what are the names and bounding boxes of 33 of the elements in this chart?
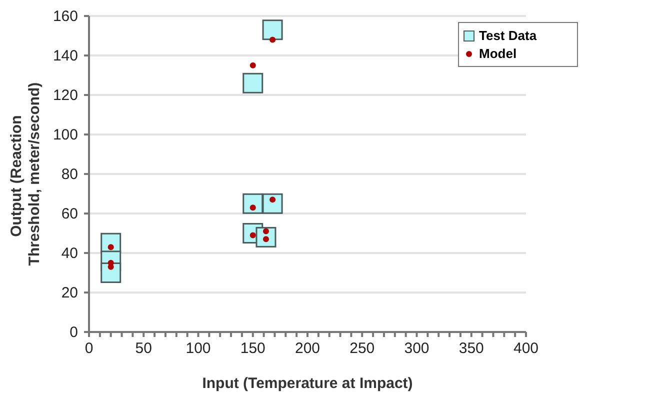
x-tick-label: 300	[404, 340, 430, 357]
point	[250, 62, 256, 68]
x-tick-label: 100	[186, 340, 211, 357]
y-tick-label: 20	[61, 284, 78, 302]
x-tick-label: 400	[513, 340, 539, 357]
point	[262, 228, 269, 234]
x-tick-label: 0	[84, 340, 94, 357]
y-tick-label: 100	[52, 126, 78, 144]
y-tick-label: 120	[52, 87, 78, 104]
legend-label: Test Data	[479, 28, 537, 43]
point	[108, 244, 114, 250]
y-tick-label: 80	[61, 166, 78, 183]
y-tick-label: 140	[52, 48, 78, 64]
y-axis-title: Output (Reaction Threshold, meter/second)	[8, 82, 43, 266]
point	[100, 262, 122, 283]
x-tick-label: 150	[240, 340, 266, 357]
x-tick-label: 350	[458, 340, 484, 357]
y-tick-label: 0	[70, 324, 78, 341]
y-tick-label: 160	[52, 8, 78, 25]
x-axis-title: Input (Temperature at Impact)	[202, 375, 413, 392]
x-tick-label: 50	[135, 340, 152, 357]
y-tick-label: 60	[61, 206, 78, 222]
legend-label: Model	[479, 46, 517, 61]
point	[262, 193, 283, 214]
y-tick-label: 40	[61, 245, 78, 262]
point	[250, 204, 256, 211]
point	[262, 20, 283, 40]
x-tick-label: 250	[350, 340, 375, 357]
point	[242, 193, 264, 214]
x-tick-label: 200	[294, 340, 320, 357]
point	[270, 36, 276, 43]
point	[270, 196, 276, 203]
point	[242, 72, 264, 94]
